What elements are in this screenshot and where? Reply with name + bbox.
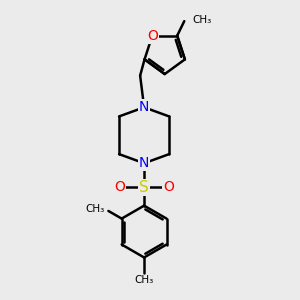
Text: N: N	[139, 156, 149, 170]
Text: CH₃: CH₃	[85, 205, 105, 214]
Text: N: N	[139, 100, 149, 114]
Text: S: S	[139, 180, 149, 195]
Text: O: O	[147, 29, 158, 43]
Text: O: O	[163, 180, 174, 194]
Text: O: O	[114, 180, 125, 194]
Text: CH₃: CH₃	[193, 15, 212, 25]
Text: CH₃: CH₃	[134, 275, 154, 285]
